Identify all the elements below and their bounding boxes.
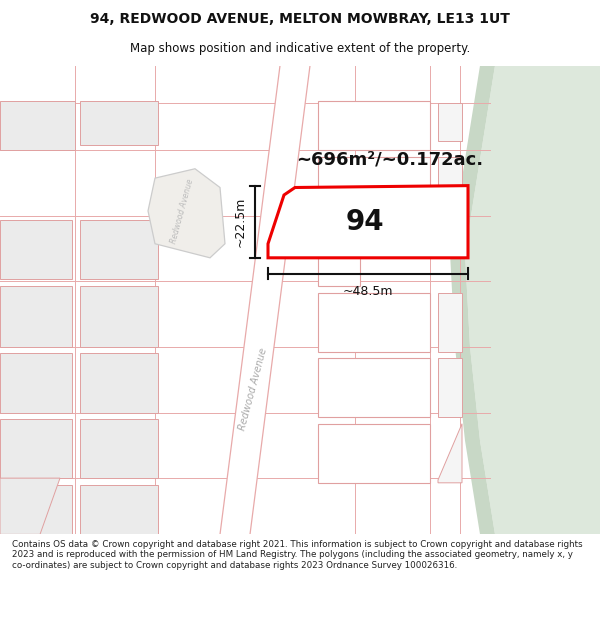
Polygon shape (268, 186, 468, 258)
Polygon shape (0, 419, 72, 478)
Polygon shape (318, 424, 430, 483)
Polygon shape (438, 358, 462, 418)
Polygon shape (318, 358, 430, 418)
Polygon shape (0, 286, 72, 347)
Text: Map shows position and indicative extent of the property.: Map shows position and indicative extent… (130, 42, 470, 55)
Polygon shape (80, 485, 158, 534)
Polygon shape (438, 156, 462, 216)
Polygon shape (318, 156, 430, 216)
Text: ~22.5m: ~22.5m (234, 196, 247, 247)
Polygon shape (0, 478, 60, 534)
Polygon shape (318, 222, 360, 286)
Text: Redwood Avenue: Redwood Avenue (169, 177, 195, 244)
Text: 94: 94 (346, 208, 385, 236)
Text: Contains OS data © Crown copyright and database right 2021. This information is : Contains OS data © Crown copyright and d… (12, 540, 583, 570)
Polygon shape (0, 101, 75, 150)
Polygon shape (0, 485, 72, 534)
Polygon shape (318, 292, 430, 351)
Text: 94, REDWOOD AVENUE, MELTON MOWBRAY, LE13 1UT: 94, REDWOOD AVENUE, MELTON MOWBRAY, LE13… (90, 12, 510, 26)
Polygon shape (80, 101, 158, 145)
Polygon shape (0, 354, 72, 412)
Polygon shape (80, 286, 158, 347)
Polygon shape (318, 101, 430, 150)
Text: ~696m²/~0.172ac.: ~696m²/~0.172ac. (296, 151, 484, 168)
Polygon shape (80, 354, 158, 412)
Polygon shape (220, 66, 310, 534)
Polygon shape (438, 103, 462, 141)
Polygon shape (80, 220, 158, 279)
Text: Redwood Avenue: Redwood Avenue (237, 347, 269, 431)
Polygon shape (450, 66, 495, 534)
Polygon shape (80, 419, 158, 478)
Polygon shape (438, 292, 462, 351)
Polygon shape (438, 424, 462, 483)
Polygon shape (465, 66, 600, 534)
Polygon shape (148, 169, 225, 258)
Polygon shape (0, 220, 72, 279)
Text: ~48.5m: ~48.5m (343, 285, 393, 298)
